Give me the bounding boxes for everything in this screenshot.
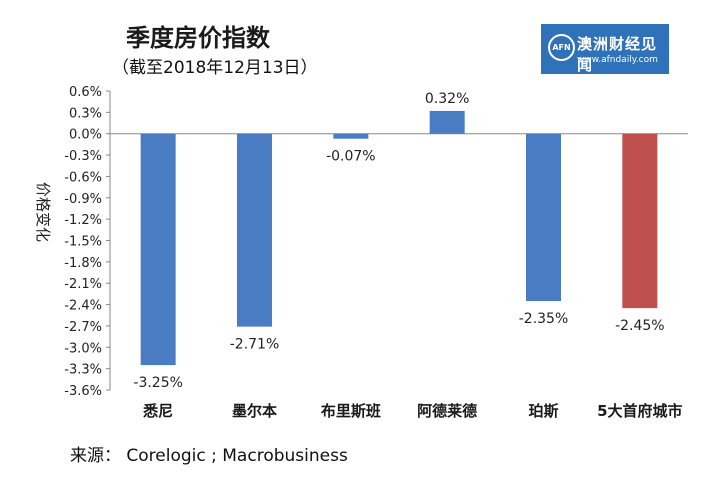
- y-tick-label: 0.3%: [69, 106, 102, 121]
- afn-logo-icon: AFN: [548, 34, 575, 61]
- data-label: -0.07%: [326, 149, 376, 165]
- data-label: 0.32%: [425, 91, 469, 107]
- y-tick-label: -2.4%: [64, 299, 102, 314]
- data-label: -2.35%: [519, 311, 569, 327]
- data-label: -3.25%: [133, 375, 183, 391]
- data-label: -2.71%: [230, 337, 280, 353]
- y-tick-label: -3.3%: [64, 363, 102, 378]
- bar: [526, 133, 561, 302]
- x-tick-label: 布里斯班: [321, 402, 381, 420]
- y-tick-label: -2.1%: [64, 277, 102, 292]
- y-tick-label: -2.7%: [64, 320, 102, 335]
- x-tick-label: 5大首府城市: [597, 402, 682, 420]
- y-tick-label: 0.6%: [69, 85, 102, 100]
- y-tick-label: -1.5%: [64, 235, 102, 250]
- x-tick-label: 墨尔本: [232, 402, 277, 420]
- y-tick-label: -3.0%: [64, 341, 102, 356]
- logo-url: www.afndaily.com: [577, 55, 658, 65]
- bar: [333, 133, 369, 139]
- x-tick-label: 珀斯: [528, 402, 558, 420]
- data-label: -2.45%: [615, 318, 665, 334]
- y-tick-label: -1.8%: [64, 256, 102, 271]
- chart-subtitle: （截至2018年12月13日）: [112, 58, 318, 78]
- y-tick-label: -1.2%: [64, 213, 102, 228]
- bar: [237, 133, 272, 327]
- bar: [429, 110, 465, 134]
- y-tick-label: -3.6%: [64, 384, 102, 399]
- y-axis-title: 价格变化: [34, 182, 52, 242]
- logo-brand-name: 澳洲财经见闻: [577, 35, 658, 74]
- y-tick-label: -0.3%: [64, 149, 102, 164]
- chart-title: 季度房价指数: [126, 24, 270, 52]
- bar: [140, 133, 176, 366]
- x-tick-label: 阿德莱德: [417, 402, 477, 420]
- y-tick-label: -0.6%: [64, 170, 102, 185]
- y-tick-label: -0.9%: [64, 192, 102, 207]
- x-tick-label: 悉尼: [142, 402, 173, 420]
- bar: [622, 133, 658, 309]
- y-tick-label: 0.0%: [69, 128, 102, 143]
- afn-logo: AFN 澳洲财经见闻 www.afndaily.com: [541, 24, 669, 74]
- source-note: 来源： Corelogic ; Macrobusiness: [70, 446, 348, 466]
